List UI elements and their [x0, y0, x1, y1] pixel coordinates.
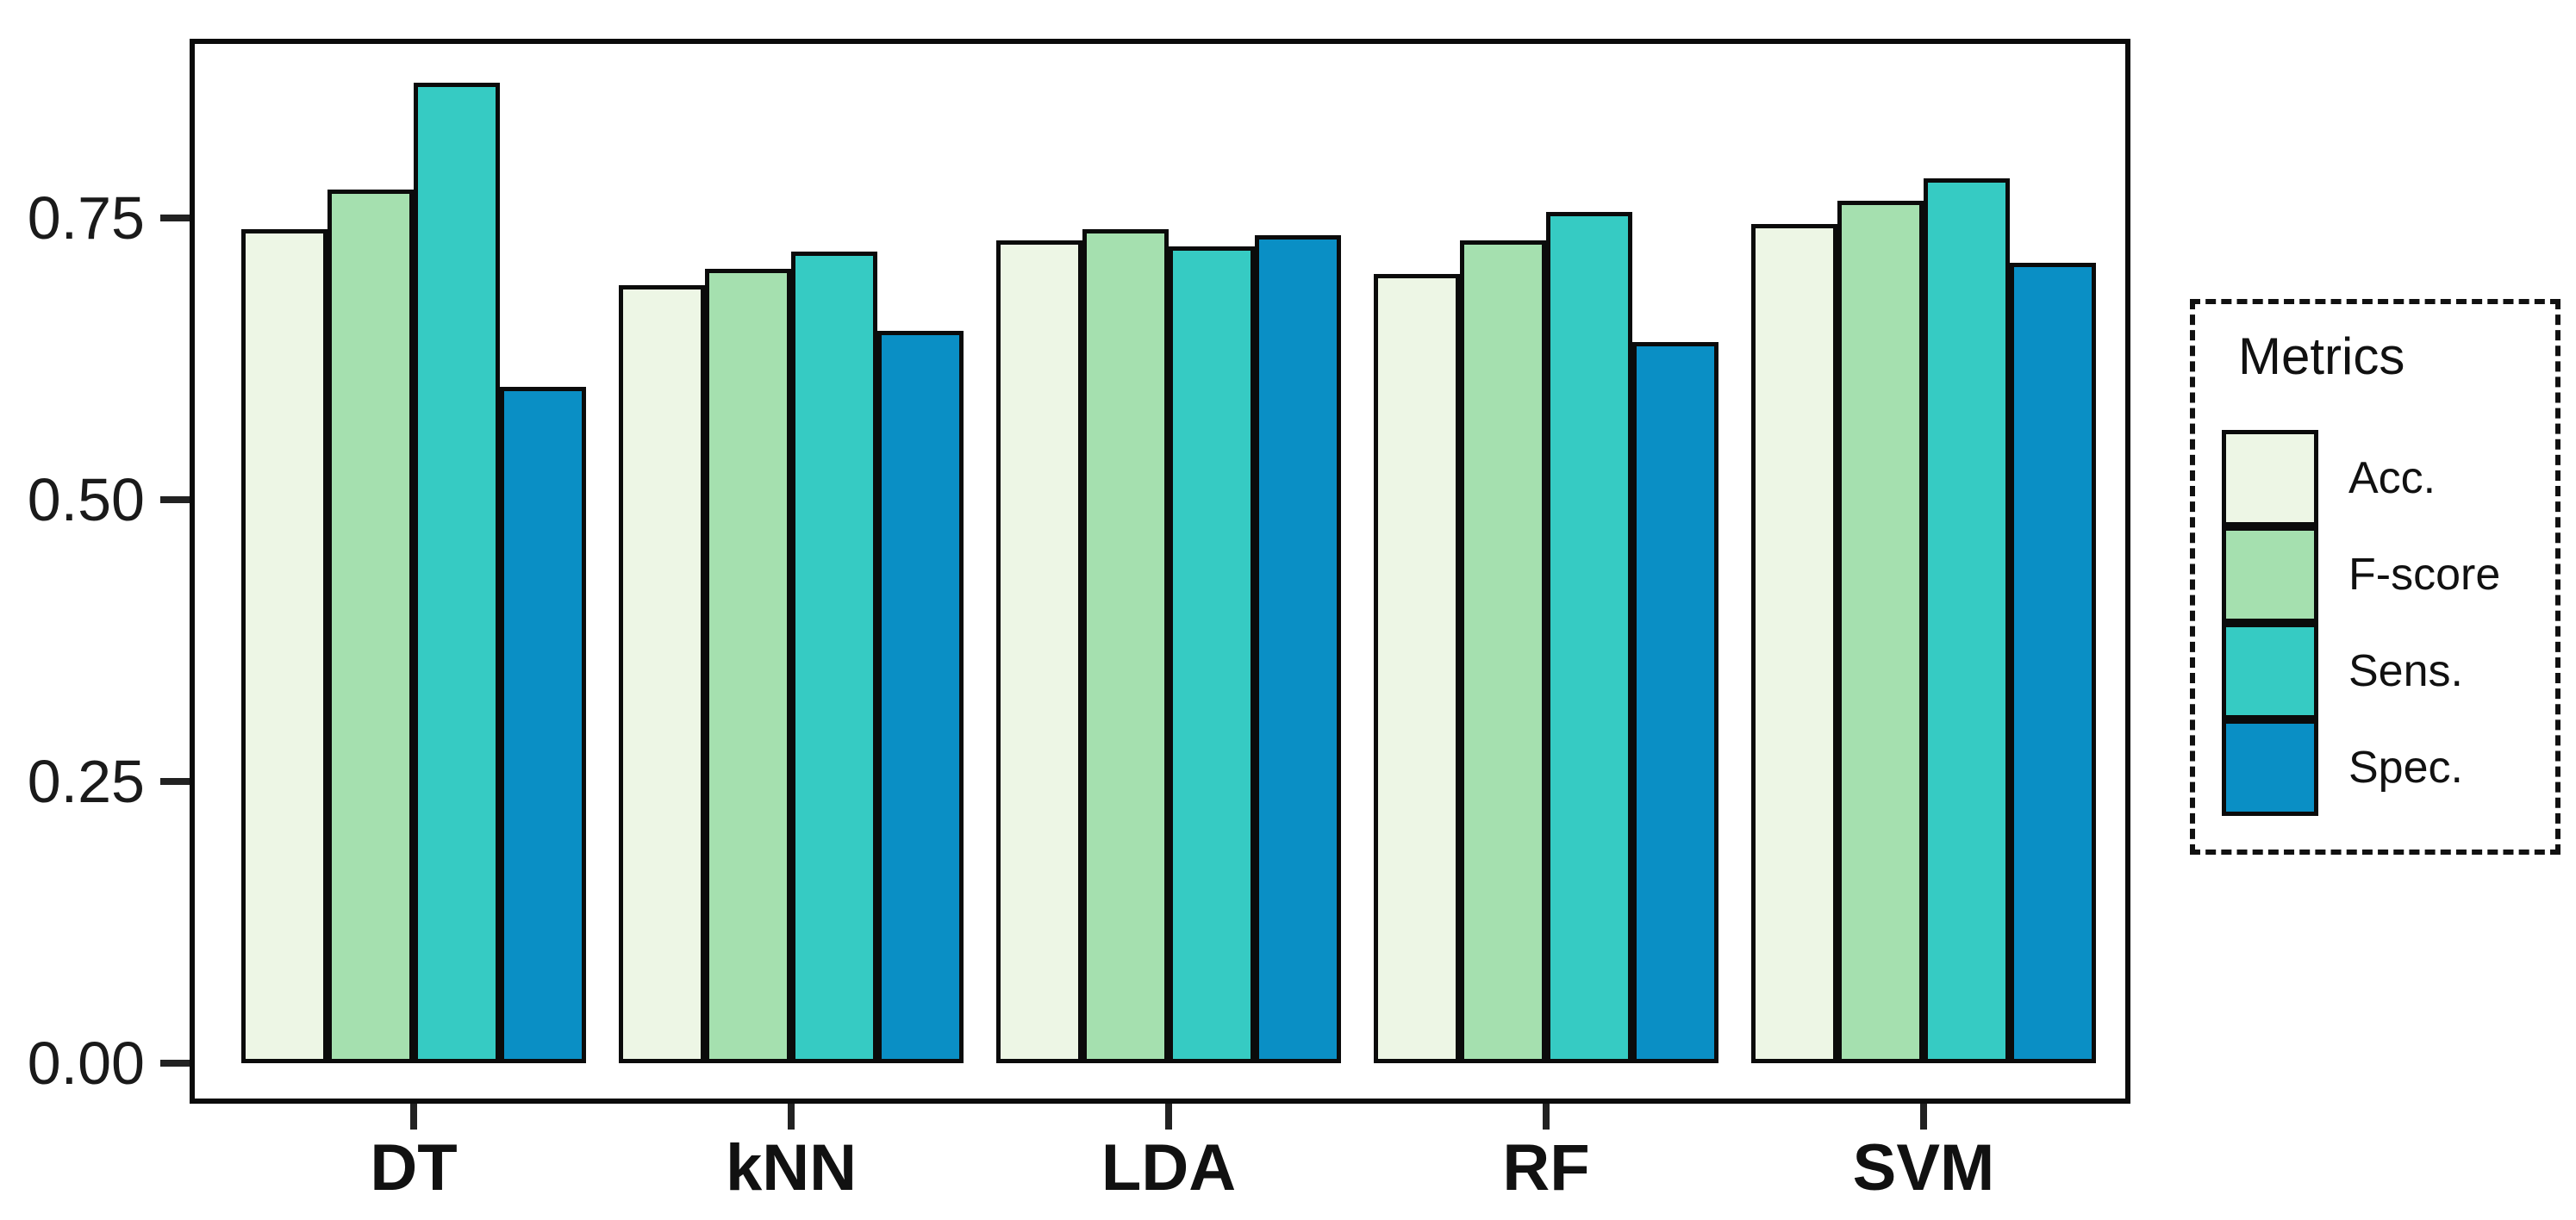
x-tick-label-lda: LDA — [1101, 1131, 1237, 1204]
x-tick-mark — [1543, 1104, 1550, 1130]
x-tick-label-rf: RF — [1502, 1131, 1590, 1204]
bar-DT-fscore — [327, 190, 414, 1063]
legend-title: Metrics — [2238, 327, 2405, 385]
y-tick-label: 0.50 — [27, 466, 145, 533]
bar-kNN-spec — [877, 331, 964, 1063]
bar-DT-acc — [241, 229, 327, 1063]
legend-label-acc: Acc. — [2348, 453, 2436, 503]
legend-label-spec: Spec. — [2348, 743, 2463, 793]
bar-SVM-acc — [1751, 224, 1837, 1063]
bar-LDA-fscore — [1082, 229, 1169, 1063]
legend-key-spec — [2222, 719, 2318, 816]
legend-label-sens: Sens. — [2348, 646, 2463, 696]
bar-LDA-sens — [1169, 246, 1255, 1063]
x-tick-label-dt: DT — [370, 1131, 458, 1204]
bar-kNN-fscore — [705, 269, 791, 1063]
x-tick-mark — [1165, 1104, 1172, 1130]
y-tick-label: 0.25 — [27, 748, 145, 815]
bar-RF-acc — [1374, 274, 1460, 1063]
y-tick-label: 0.75 — [27, 184, 145, 252]
bar-RF-spec — [1632, 342, 1718, 1063]
bar-LDA-spec — [1255, 235, 1341, 1063]
legend-key-acc — [2222, 430, 2318, 526]
bar-RF-fscore — [1460, 240, 1546, 1063]
legend-label-fscore: F-score — [2348, 550, 2501, 600]
bar-LDA-acc — [996, 240, 1082, 1063]
bar-SVM-spec — [2010, 263, 2096, 1063]
y-tick-label: 0.00 — [27, 1030, 145, 1097]
bar-kNN-sens — [791, 252, 877, 1063]
x-tick-mark — [1920, 1104, 1927, 1130]
x-tick-mark — [410, 1104, 417, 1130]
bar-DT-sens — [414, 83, 500, 1063]
y-tick-mark — [160, 496, 190, 503]
bar-kNN-acc — [619, 285, 705, 1063]
bar-SVM-sens — [1924, 178, 2010, 1063]
x-tick-mark — [788, 1104, 795, 1130]
x-tick-label-knn: kNN — [725, 1131, 858, 1204]
y-tick-mark — [160, 1060, 190, 1067]
legend-key-sens — [2222, 623, 2318, 719]
bar-SVM-fscore — [1837, 201, 1924, 1063]
bar-DT-spec — [500, 387, 586, 1063]
y-tick-mark — [160, 215, 190, 221]
legend-box: Metrics Acc. F-score Sens. Spec. — [2190, 299, 2560, 855]
bar-RF-sens — [1546, 212, 1632, 1063]
legend-key-fscore — [2222, 526, 2318, 623]
y-tick-mark — [160, 778, 190, 785]
x-tick-label-svm: SVM — [1852, 1131, 1995, 1204]
